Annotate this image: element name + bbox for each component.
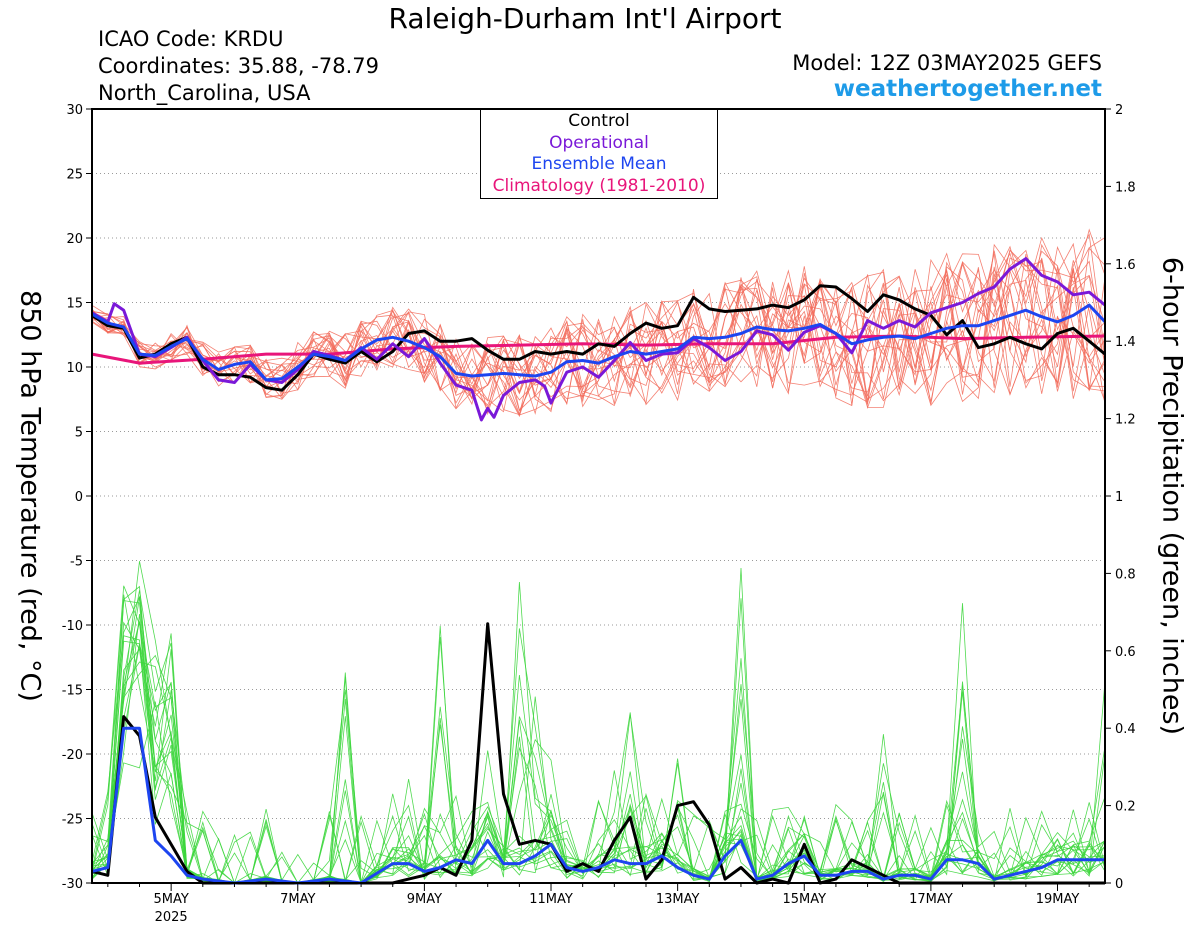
precip-member-line	[91, 561, 1106, 884]
model-run: Model: 12Z 03MAY2025 GEFS	[792, 51, 1102, 75]
x-tick-label: 5MAY	[153, 892, 188, 907]
control-temp-line	[91, 284, 1106, 392]
y-tick-label: 0	[75, 490, 83, 505]
legend-climatology: Climatology (1981-2010)	[492, 175, 706, 196]
y-tick-label: -10	[62, 619, 83, 634]
legend: Control Operational Ensemble Mean Climat…	[480, 109, 718, 199]
legend-operational: Operational	[549, 132, 649, 153]
x-tick-label: 11MAY	[529, 892, 573, 907]
y-tick-label: 30	[66, 103, 83, 118]
x-tick-label: 17MAY	[909, 892, 953, 907]
x-tick-sublabel: 2025	[155, 910, 188, 925]
grid-lines	[92, 173, 1105, 819]
y-right-tick-label: 1.4	[1115, 335, 1136, 350]
y-right-tick-label: 1.8	[1115, 180, 1136, 195]
precip-member-line	[91, 585, 1106, 884]
y-tick-label: 15	[66, 297, 83, 312]
y-tick-label: -25	[62, 813, 83, 828]
y-right-tick-label: 1	[1115, 490, 1123, 505]
region: North_Carolina, USA	[98, 81, 311, 105]
legend-ensemble-mean: Ensemble Mean	[531, 154, 667, 174]
y-tick-label: -5	[70, 555, 83, 570]
legend-control: Control	[568, 111, 630, 131]
y-tick-label: 10	[66, 361, 83, 376]
precip-member-line	[91, 590, 1106, 884]
y-axis-label-left: 850 hPa Temperature (red, °C)	[14, 290, 46, 702]
chart-title: Raleigh-Durham Int'l Airport	[388, 2, 782, 35]
ensemble-mean-temp-line	[91, 303, 1107, 382]
precip-member-line	[91, 654, 1106, 885]
x-tick-label: 13MAY	[656, 892, 700, 907]
y-right-tick-label: 0.2	[1115, 800, 1136, 815]
ensemble-mean-precip-line	[91, 726, 1105, 885]
temp-member-line	[91, 228, 1106, 398]
x-tick-label: 19MAY	[1036, 892, 1080, 907]
precip-member-line	[91, 643, 1106, 884]
x-tick-label: 9MAY	[407, 892, 442, 907]
icao-code: ICAO Code: KRDU	[98, 27, 284, 51]
y-right-tick-label: 0.6	[1115, 645, 1136, 660]
plot-frame	[91, 108, 1106, 884]
precip-member-line	[91, 661, 1106, 884]
y-axis-label-right: 6-hour Precipitation (green, inches)	[1156, 256, 1188, 736]
temp-member-line	[91, 242, 1106, 410]
coordinates: Coordinates: 35.88, -78.79	[98, 54, 379, 78]
site-link[interactable]: weathertogether.net	[833, 76, 1102, 102]
y-tick-label: -15	[62, 684, 83, 699]
y-tick-label: 20	[66, 232, 83, 247]
y-right-tick-label: 1.6	[1115, 258, 1136, 273]
y-tick-label: 25	[66, 168, 83, 183]
x-tick-label: 7MAY	[280, 892, 315, 907]
y-right-tick-label: 2	[1115, 103, 1123, 118]
y-right-tick-label: 0.8	[1115, 567, 1136, 582]
x-tick-label: 15MAY	[782, 892, 826, 907]
y-tick-label: 5	[75, 426, 83, 441]
y-tick-label: -30	[62, 877, 83, 892]
precip-member-line	[91, 594, 1106, 884]
y-tick-label: -20	[62, 748, 83, 763]
y-right-tick-label: 0.4	[1115, 722, 1136, 737]
axis-ticks: 302520151050-5-10-15-20-25-3021.81.61.41…	[62, 103, 1136, 925]
y-right-tick-label: 0	[1115, 877, 1123, 892]
y-right-tick-label: 1.2	[1115, 413, 1136, 428]
